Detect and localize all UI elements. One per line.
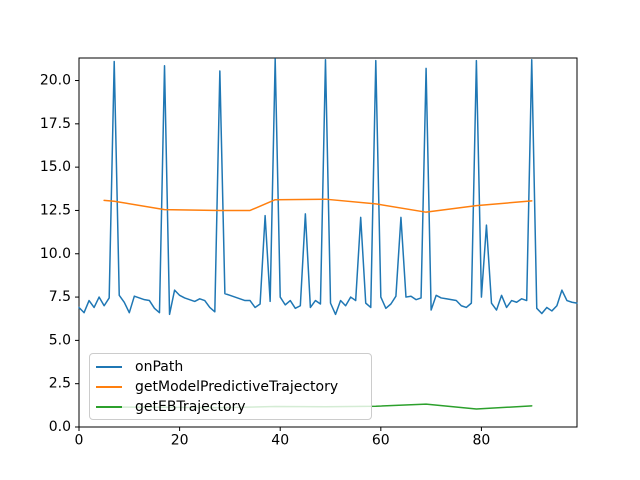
x-tick-label: 20 [171, 433, 189, 449]
legend-swatch-getModelPredictiveTrajectory [96, 386, 122, 388]
y-tick-label: 17.5 [40, 116, 71, 132]
legend: onPath getModelPredictiveTrajectory getEBT… [89, 353, 372, 420]
legend-entry-getEBTrajectory: getEBTrajectory [96, 397, 363, 417]
legend-swatch-onPath [96, 366, 122, 368]
legend-entry-onPath: onPath [96, 357, 363, 377]
y-tick-label: 7.5 [49, 289, 71, 305]
x-tick-label: 80 [473, 433, 491, 449]
x-tick-label: 0 [75, 433, 84, 449]
legend-label: getEBTrajectory [135, 399, 246, 415]
x-tick-label: 40 [271, 433, 289, 449]
y-tick-label: 5.0 [49, 332, 71, 348]
series-line-getModelPredictiveTrajectory [103, 198, 533, 213]
legend-label: getModelPredictiveTrajectory [135, 379, 339, 395]
x-tick-label: 60 [372, 433, 390, 449]
plot-border [78, 57, 578, 428]
legend-entry-getModelPredictiveTrajectory: getModelPredictiveTrajectory [96, 377, 363, 397]
y-tick-label: 20.0 [40, 73, 71, 89]
y-tick-label: 10.0 [40, 246, 71, 262]
y-tick-label: 15.0 [40, 159, 71, 175]
series-line-onPath [78, 58, 578, 316]
legend-swatch-getEBTrajectory [96, 406, 122, 408]
y-tick-label: 2.5 [49, 376, 71, 392]
y-tick-label: 12.5 [40, 202, 71, 218]
y-tick-label: 0.0 [49, 419, 71, 435]
legend-label: onPath [135, 359, 184, 375]
